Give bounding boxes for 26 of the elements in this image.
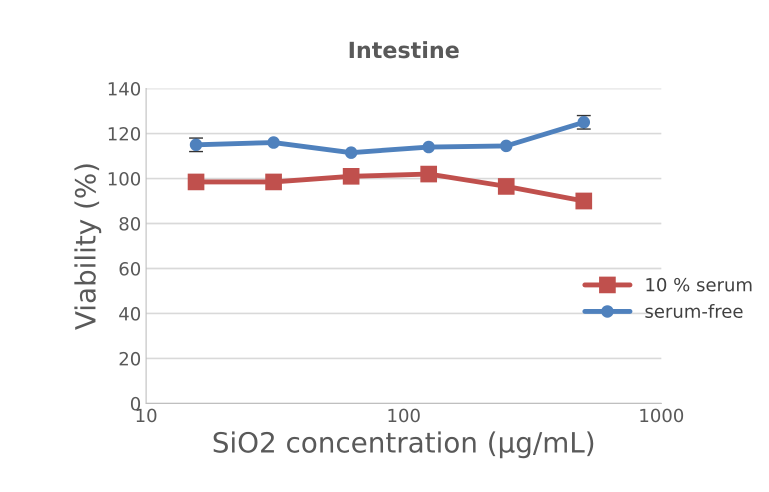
point xyxy=(188,174,204,190)
y-tick-label: 80 xyxy=(120,216,140,231)
y-tick-label: 0 xyxy=(130,396,140,411)
point xyxy=(500,140,512,152)
y-axis-title: Viability (%) xyxy=(74,164,102,330)
y-tick-label: 60 xyxy=(120,262,140,276)
y-tick-label: 100 xyxy=(108,172,140,186)
point xyxy=(420,166,438,182)
x-tick-label: 100 xyxy=(388,408,420,422)
point xyxy=(265,174,282,190)
legend-label: 10 % serum xyxy=(646,278,752,292)
y-tick-label: 20 xyxy=(120,352,140,366)
point xyxy=(267,136,280,149)
point xyxy=(344,146,358,159)
legend-label: serum-free xyxy=(645,304,743,318)
point xyxy=(575,192,592,210)
chart-title: Intestine xyxy=(350,41,459,58)
point xyxy=(342,168,360,185)
x-tick-label: 10 xyxy=(136,408,156,422)
y-tick-label: 140 xyxy=(108,82,140,96)
y-tick-label: 120 xyxy=(108,127,140,141)
y-tick-label: 40 xyxy=(119,306,140,321)
x-axis-title: SiO2 concentration (µg/mL) xyxy=(214,431,594,458)
point xyxy=(498,178,515,195)
x-tick-label: 1000 xyxy=(640,408,684,422)
point xyxy=(422,140,435,154)
